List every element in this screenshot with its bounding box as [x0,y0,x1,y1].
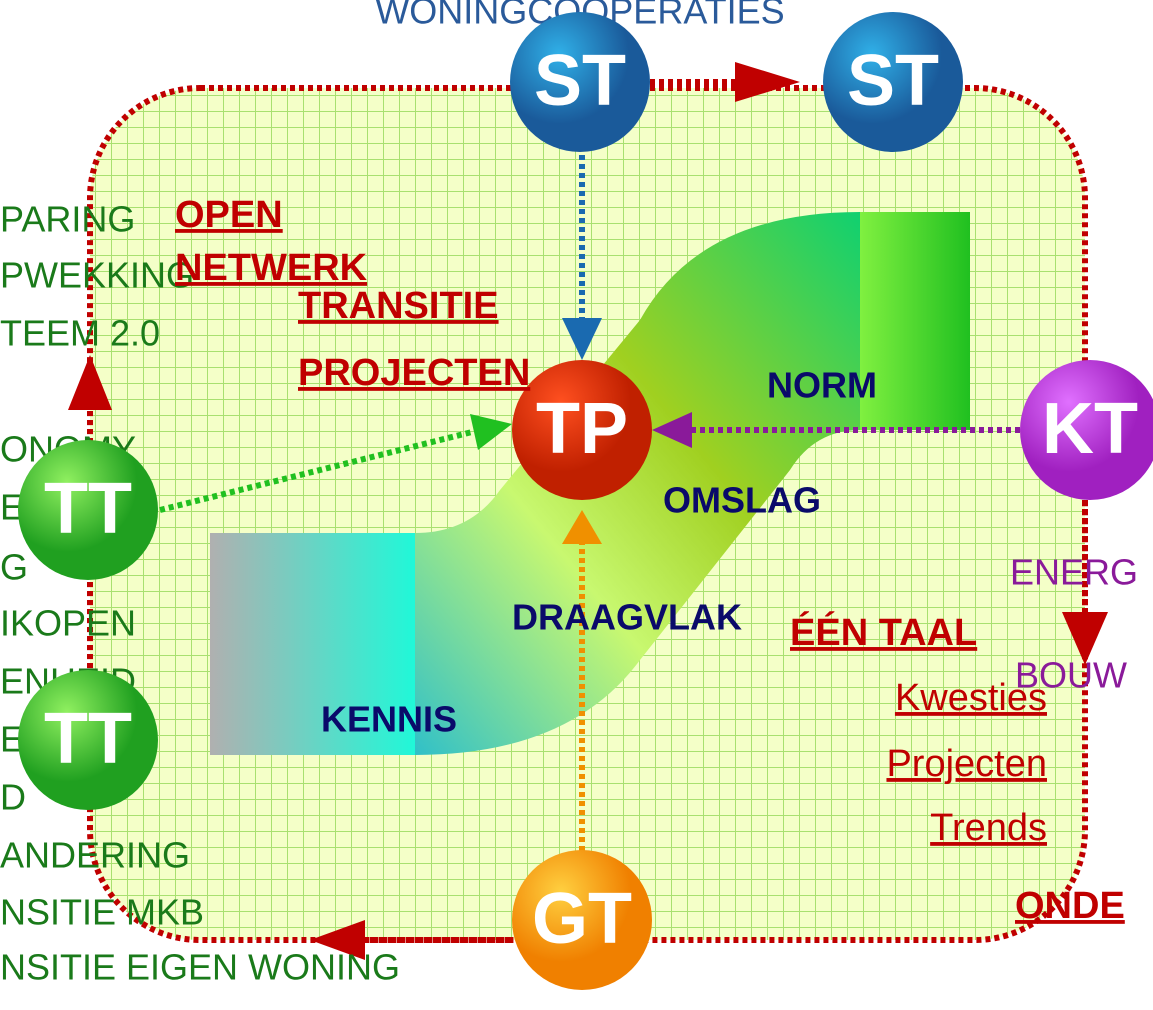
node-label: TT [44,469,132,549]
stage-label: NORM [767,365,877,406]
stage-label: KENNIS [321,699,457,740]
link[interactable]: Projecten [886,743,1047,785]
node-label: KT [1042,389,1138,469]
diagram: WONINGCOOPERATIES PARINGPWEKKINGTEEM 2.0… [0,0,1153,1010]
link[interactable]: OPEN [175,194,283,236]
link[interactable]: Kwesties [895,677,1047,719]
list-item: IKOPEN [0,603,136,644]
list-item: G [0,547,28,588]
node-label: ST [534,41,626,121]
link[interactable]: ONDE [1015,885,1125,927]
link[interactable]: ÉÉN TAAL [790,610,977,654]
list-item: PARING [0,199,135,240]
link[interactable]: TRANSITIE [298,285,499,327]
stage-label: OMSLAG [663,480,821,521]
list-item: NSITIE EIGEN WONING [0,947,400,988]
node-label: ST [847,41,939,121]
list-item: TEEM 2.0 [0,313,160,354]
link[interactable]: PROJECTEN [298,352,530,394]
stage-label: DRAAGVLAK [512,597,742,638]
list-item: PWEKKING [0,255,194,296]
link[interactable]: NETWERK [175,247,368,289]
node-label: TT [44,699,132,779]
node-label: GT [532,879,632,959]
link[interactable]: Trends [930,807,1047,849]
node-label: TP [536,389,628,469]
list-item: NSITIE MKB [0,892,204,933]
list-item: ANDERING [0,835,190,876]
list-item: ENERG [1010,552,1138,593]
list-item: D [0,777,26,818]
